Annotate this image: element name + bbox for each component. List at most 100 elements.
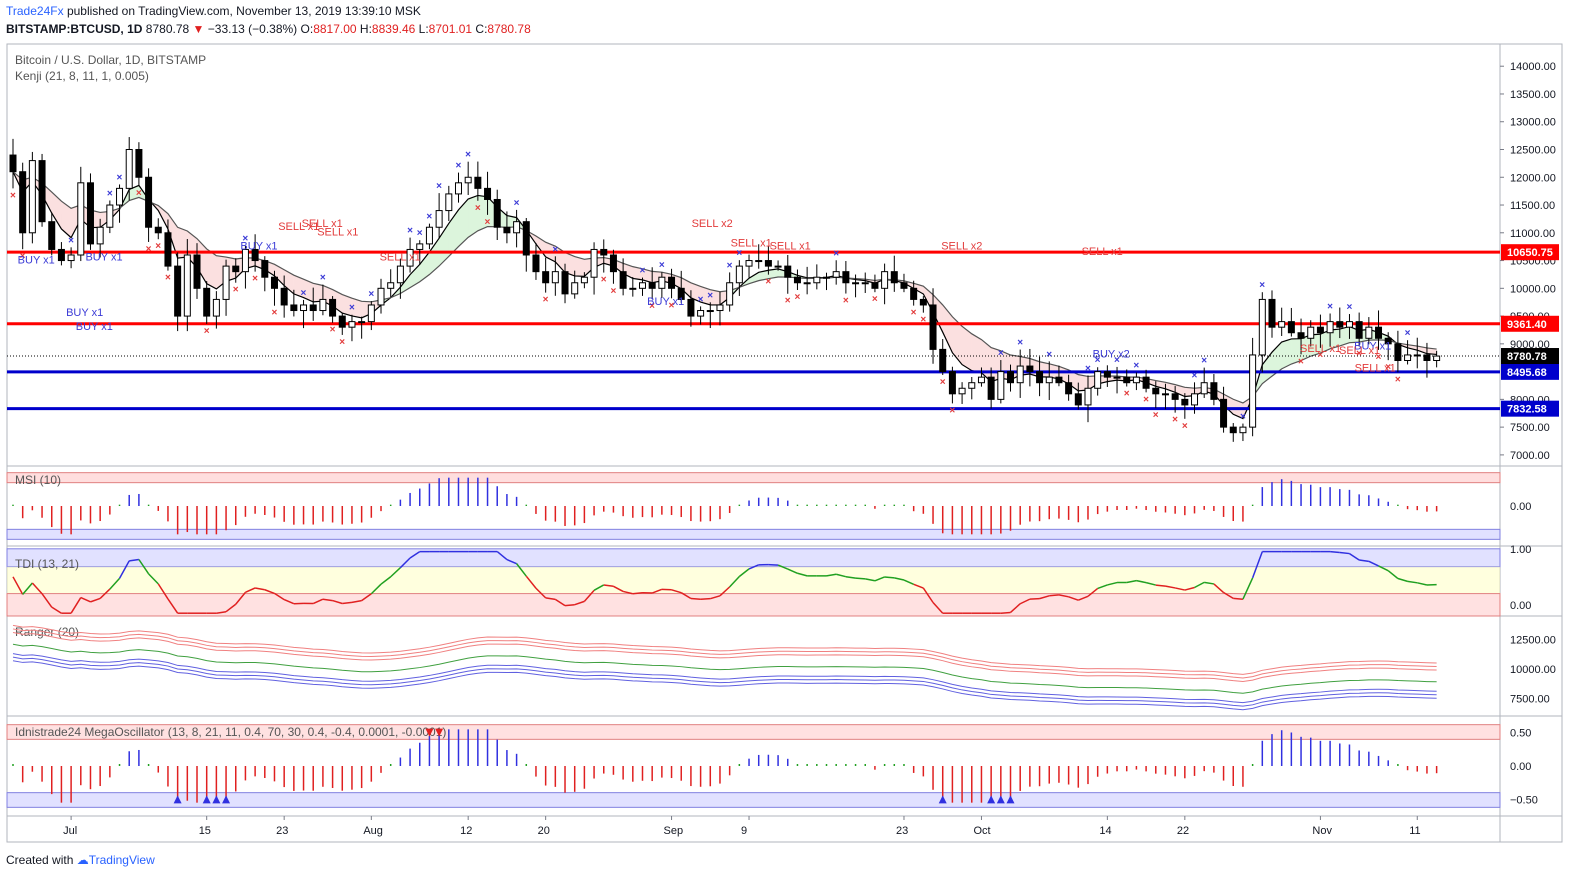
author-link[interactable]: Trade24Fx [6,4,64,18]
candle-body [764,260,772,267]
mega-y-tick: −0.50 [1510,794,1538,806]
sell-signal-label: SELL x1 [380,252,421,264]
tdi-line-segment [496,551,508,561]
candle-body [1191,393,1199,406]
tdi-label: TDI (13, 21) [15,557,79,571]
candle-body [38,160,46,223]
kenji-band [61,201,72,238]
candle-body [939,348,947,373]
buy-marker: × [407,226,413,237]
candle-body [77,182,85,256]
sell-marker: × [252,274,258,285]
sell-marker: × [20,251,26,262]
candle-body [387,282,395,289]
candle-body [513,221,521,234]
candle-body [832,271,840,278]
buy-marker: × [426,212,432,223]
candle-body [706,310,714,313]
tdi-line-segment [535,587,547,599]
tdi-line-segment [138,559,150,575]
candle-body [290,304,298,312]
sell-marker: × [940,377,946,388]
candle-body [86,182,94,245]
mega-buy-triangle [212,795,221,804]
sell-marker: × [475,203,481,214]
candle-body [503,226,511,234]
mega-buy-triangle [938,795,947,804]
kenji-band [177,227,188,259]
candle-body [1103,371,1111,378]
tdi-line-segment [1339,551,1350,555]
sell-marker: × [1395,374,1401,385]
buy-marker: × [242,234,248,245]
candle-body [1220,398,1228,428]
level-label: 7832.58 [1507,404,1547,416]
last-price-bg [1501,348,1559,365]
kenji-band [758,270,769,281]
tdi-line-segment [1184,586,1195,591]
kenji-band [1068,369,1079,391]
candle-body [125,149,133,189]
tdi-line-segment [651,588,663,594]
footer-brand[interactable]: TradingView [88,853,155,867]
candle-body [367,304,375,323]
x-tick-label: 22 [1177,825,1189,837]
low-label: L: [418,22,429,36]
candle-body [532,254,540,273]
candle-body [803,282,811,285]
high-value: 8839.46 [371,22,416,36]
footer: Created with ☁TradingView [6,853,155,867]
kenji-band [1330,329,1340,349]
tdi-line-segment [283,598,295,605]
symbol-line: BITSTAMP:BTCUSD, 1D 8780.78 ▼ −33.13 (−0… [6,22,531,36]
kenji-band [768,268,779,279]
tdi-line-segment [894,577,905,581]
tdi-line-segment [70,597,82,614]
buy-marker: × [117,172,123,183]
candle-body [484,187,492,200]
sell-marker: × [155,241,161,252]
tdi-line-segment [380,576,392,585]
mega-buy-triangle [173,795,182,804]
sell-signal-label: SELL x1 [302,218,343,230]
candle-body [416,243,424,250]
candle-body [1365,326,1373,339]
kenji-band [700,286,711,305]
down-arrow-icon: ▼ [192,22,205,36]
tdi-line-segment [1155,584,1166,587]
sell-marker: × [1172,415,1178,426]
buy-marker: × [1192,370,1198,381]
sell-marker: × [601,275,607,286]
tdi-line-segment [690,597,701,600]
tdi-line-segment [1174,587,1185,591]
candle-body [280,287,288,306]
ranger-line [12,656,1437,707]
candle-body [396,265,404,284]
candle-body [726,282,734,306]
kenji-band [1271,342,1282,377]
candle-body [135,149,143,178]
tdi-line-segment [748,564,759,570]
sell-marker: × [204,326,210,337]
msi-y-tick: 0.00 [1510,501,1531,513]
tdi-line-segment [865,578,876,582]
candle-body [823,276,831,279]
tdi-line-segment [884,576,895,579]
tdi-line-segment [1019,598,1031,605]
mega-buy-triangle [987,795,996,804]
candle-body [464,176,472,184]
kenji-band [962,326,972,371]
candle-body [145,176,153,228]
x-tick-label: 23 [896,825,908,837]
buy-marker: × [1346,302,1352,313]
kenji-band [303,279,314,302]
kenji-band [274,264,285,286]
candle-body [881,271,889,289]
candle-body [910,287,918,300]
tdi-line-segment [787,568,798,574]
level-label: 10650.75 [1507,247,1553,259]
candle-body [1113,376,1121,379]
x-tick-label: Oct [973,825,990,837]
y-tick-label: 7500.00 [1510,422,1550,434]
